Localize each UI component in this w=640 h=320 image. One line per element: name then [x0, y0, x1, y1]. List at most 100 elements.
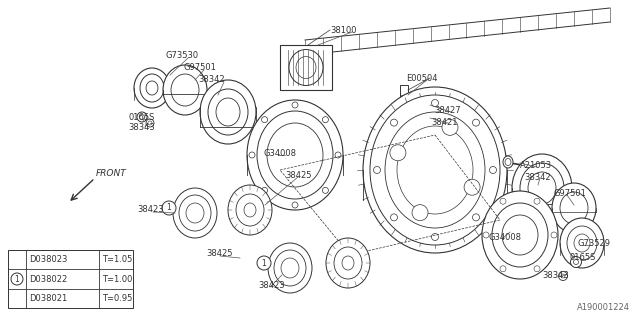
- Ellipse shape: [257, 111, 333, 199]
- Circle shape: [323, 117, 328, 123]
- Circle shape: [390, 145, 406, 161]
- Ellipse shape: [289, 50, 323, 85]
- Text: G34008: G34008: [263, 148, 296, 157]
- Ellipse shape: [503, 156, 513, 168]
- Ellipse shape: [216, 98, 240, 126]
- Text: D038022: D038022: [29, 275, 67, 284]
- Circle shape: [431, 100, 438, 107]
- Ellipse shape: [492, 203, 548, 267]
- Ellipse shape: [173, 188, 217, 238]
- Text: G97501: G97501: [183, 62, 216, 71]
- Circle shape: [412, 205, 428, 221]
- Text: E00504: E00504: [406, 74, 438, 83]
- Text: FRONT: FRONT: [96, 169, 127, 178]
- Text: T=1.05: T=1.05: [102, 255, 132, 264]
- Text: 38100: 38100: [330, 26, 356, 35]
- Ellipse shape: [326, 238, 370, 288]
- Circle shape: [390, 119, 397, 126]
- Circle shape: [11, 273, 23, 285]
- Text: 38421: 38421: [431, 117, 458, 126]
- Circle shape: [464, 179, 480, 195]
- Circle shape: [323, 187, 328, 193]
- Circle shape: [442, 119, 458, 135]
- Circle shape: [559, 271, 568, 281]
- Ellipse shape: [247, 100, 343, 210]
- Circle shape: [292, 102, 298, 108]
- Circle shape: [500, 266, 506, 272]
- Ellipse shape: [512, 154, 572, 222]
- Circle shape: [262, 117, 268, 123]
- Circle shape: [257, 256, 271, 270]
- Text: 0165S: 0165S: [128, 113, 154, 122]
- Circle shape: [431, 234, 438, 241]
- Ellipse shape: [502, 215, 538, 255]
- Ellipse shape: [370, 95, 500, 245]
- Ellipse shape: [520, 163, 564, 213]
- Circle shape: [292, 202, 298, 208]
- Circle shape: [483, 232, 489, 238]
- Ellipse shape: [334, 247, 362, 279]
- Circle shape: [573, 260, 579, 265]
- Ellipse shape: [574, 234, 590, 252]
- Ellipse shape: [179, 195, 211, 231]
- Ellipse shape: [200, 80, 256, 144]
- Ellipse shape: [552, 183, 596, 233]
- Ellipse shape: [146, 81, 158, 95]
- Circle shape: [500, 198, 506, 204]
- Text: 38342: 38342: [198, 75, 225, 84]
- Bar: [415, 95, 425, 130]
- Ellipse shape: [228, 185, 272, 235]
- Circle shape: [148, 121, 152, 125]
- Ellipse shape: [267, 123, 323, 187]
- Ellipse shape: [186, 203, 204, 223]
- Text: G97501: G97501: [553, 188, 586, 197]
- Circle shape: [390, 214, 397, 221]
- Circle shape: [162, 201, 176, 215]
- Circle shape: [137, 112, 147, 122]
- Ellipse shape: [528, 172, 556, 204]
- Text: G34008: G34008: [488, 233, 521, 242]
- Text: G73530: G73530: [165, 51, 198, 60]
- Circle shape: [490, 166, 497, 173]
- Text: T=1.00: T=1.00: [102, 275, 132, 284]
- Ellipse shape: [560, 218, 604, 268]
- Ellipse shape: [385, 112, 485, 228]
- Text: D038021: D038021: [29, 294, 67, 303]
- Circle shape: [561, 274, 565, 278]
- Text: 38427: 38427: [434, 106, 461, 115]
- Ellipse shape: [274, 250, 306, 286]
- Circle shape: [146, 119, 154, 127]
- Circle shape: [472, 214, 479, 221]
- Ellipse shape: [140, 74, 164, 102]
- Circle shape: [249, 152, 255, 158]
- Text: 0165S: 0165S: [569, 253, 595, 262]
- Ellipse shape: [397, 126, 473, 214]
- Text: 1: 1: [15, 275, 19, 284]
- Text: 1: 1: [166, 204, 172, 212]
- Ellipse shape: [268, 243, 312, 293]
- Ellipse shape: [163, 65, 207, 115]
- Ellipse shape: [567, 226, 597, 260]
- Text: 1: 1: [262, 259, 266, 268]
- Bar: [400, 85, 408, 123]
- Circle shape: [140, 115, 145, 119]
- Text: G73529: G73529: [578, 238, 611, 247]
- Text: 38343: 38343: [542, 270, 569, 279]
- Ellipse shape: [208, 89, 248, 135]
- Ellipse shape: [171, 74, 199, 106]
- Circle shape: [534, 198, 540, 204]
- Text: 38425: 38425: [206, 250, 232, 259]
- Ellipse shape: [244, 203, 256, 217]
- Text: A21053: A21053: [520, 161, 552, 170]
- Circle shape: [551, 232, 557, 238]
- Circle shape: [472, 119, 479, 126]
- Circle shape: [374, 166, 381, 173]
- Circle shape: [534, 266, 540, 272]
- Circle shape: [262, 187, 268, 193]
- Text: 38423: 38423: [137, 205, 164, 214]
- Ellipse shape: [363, 87, 507, 253]
- Text: D038023: D038023: [29, 255, 67, 264]
- Ellipse shape: [236, 194, 264, 226]
- Text: A190001224: A190001224: [577, 303, 630, 313]
- Circle shape: [570, 257, 582, 268]
